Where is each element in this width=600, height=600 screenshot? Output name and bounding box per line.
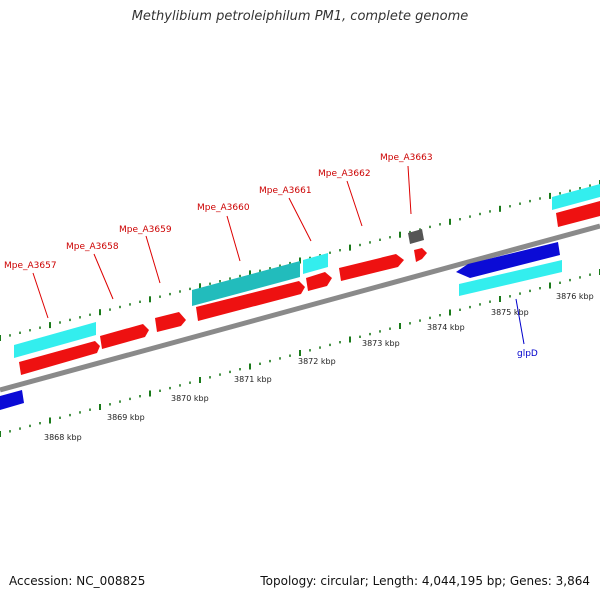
gene-label-mpe-a3660[interactable]: Mpe_A3660 (197, 203, 250, 213)
leader-line-glpd (515, 298, 525, 345)
scale-label-3873: 3873 kbp (362, 339, 400, 348)
gene-feature-mpe-a3661[interactable] (303, 253, 328, 274)
leader-line-mpe-a3659 (145, 235, 161, 284)
cds-arrow-mpe-a3657[interactable] (19, 341, 100, 375)
misc-feature-mpe-a3663[interactable] (408, 229, 424, 244)
cds-arrow-mpe-a3661[interactable] (306, 272, 332, 291)
map-title: Methylibium petroleiphilum PM1, complete… (131, 9, 469, 24)
scale-label-3874: 3874 kbp (427, 323, 465, 332)
scale-label-3876: 3876 kbp (556, 292, 594, 301)
gene-label-mpe-a3661[interactable]: Mpe_A3661 (259, 186, 312, 196)
leader-line-mpe-a3663 (407, 165, 412, 215)
leader-line-mpe-a3657 (32, 272, 49, 319)
scale-label-3868: 3868 kbp (44, 433, 82, 442)
leader-line-mpe-a3661 (288, 197, 312, 242)
gene-label-mpe-a3659[interactable]: Mpe_A3659 (119, 225, 172, 235)
cds-arrow-mpe-a3662[interactable] (339, 254, 404, 281)
cds-arrow-mpe-a3660[interactable] (196, 281, 305, 321)
gene-label-mpe-a3657[interactable]: Mpe_A3657 (4, 261, 57, 271)
cds-arrow-mpe-a3659[interactable] (155, 312, 186, 332)
gene-feature-mpe-a3660[interactable] (192, 261, 300, 306)
scale-label-3875: 3875 kbp (491, 308, 529, 317)
cds-arrow-left-edge[interactable] (0, 390, 24, 410)
accession-label: Accession: NC_008825 (9, 574, 146, 588)
cds-arrow-mpe-a3663[interactable] (414, 248, 427, 262)
leader-line-mpe-a3658 (93, 253, 114, 300)
cds-arrow-glpd[interactable] (456, 242, 560, 278)
genome-info-label: Topology: circular; Length: 4,044,195 bp… (260, 574, 590, 588)
gene-feature-right-edge[interactable] (552, 184, 600, 210)
gene-feature-mpe-a3657[interactable] (14, 322, 96, 358)
gene-label-mpe-a3663[interactable]: Mpe_A3663 (380, 153, 433, 163)
scale-label-3869: 3869 kbp (107, 413, 145, 422)
lower-tick-track (0, 269, 600, 437)
leader-line-mpe-a3660 (226, 215, 241, 262)
gene-label-mpe-a3662[interactable]: Mpe_A3662 (318, 169, 371, 179)
gene-feature-glpd[interactable] (459, 260, 562, 296)
scale-label-3872: 3872 kbp (298, 357, 336, 366)
gene-label-glpd[interactable]: glpD (517, 349, 538, 359)
upper-tick-track (0, 180, 600, 341)
cds-arrow-right-edge[interactable] (556, 201, 600, 227)
scale-label-3871: 3871 kbp (234, 375, 272, 384)
gene-label-mpe-a3658[interactable]: Mpe_A3658 (66, 242, 119, 252)
genome-backbone (0, 223, 600, 393)
leader-line-mpe-a3662 (346, 180, 363, 227)
scale-label-3870: 3870 kbp (171, 394, 209, 403)
cds-arrow-mpe-a3658[interactable] (100, 324, 149, 349)
